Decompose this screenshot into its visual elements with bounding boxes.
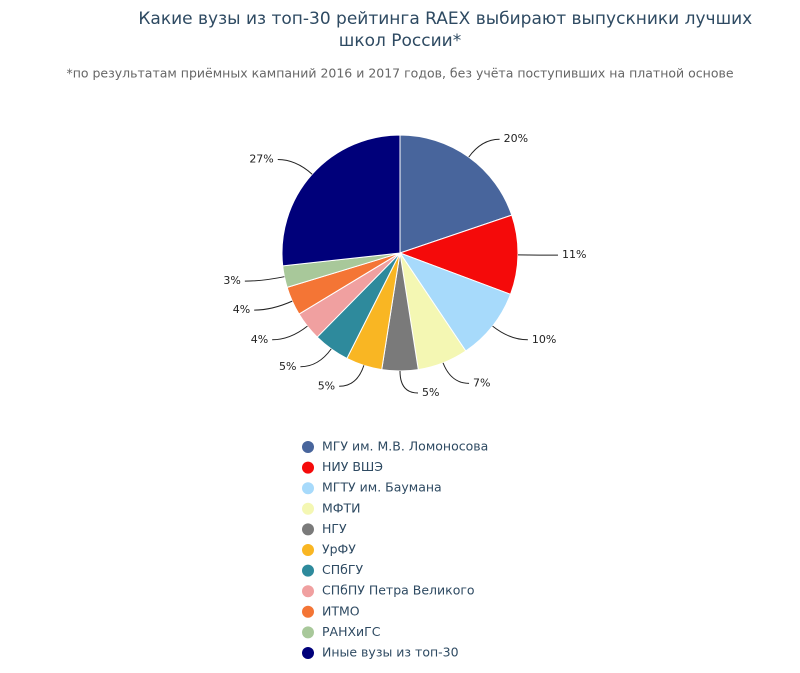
legend-label: Иные вузы из топ-30	[322, 645, 459, 660]
data-label: 5%	[422, 386, 439, 399]
legend-label: УрФУ	[322, 542, 356, 557]
pie-slice	[398, 251, 512, 352]
legend-marker	[302, 564, 314, 577]
data-label: 27%	[249, 153, 273, 166]
leader-line	[254, 300, 293, 311]
legend-marker	[302, 461, 314, 474]
legend-label: СПбГУ	[322, 562, 363, 577]
data-label: 5%	[279, 360, 296, 373]
chart-title: Какие вузы из топ-30 рейтинга RAEX выбир…	[138, 9, 757, 51]
data-label: 7%	[473, 376, 490, 389]
legend-label: МГУ им. М.В. Ломоносова	[322, 439, 488, 454]
data-label: 4%	[251, 333, 268, 346]
chart-subtitle: *по результатам приёмных кампаний 2016 и…	[66, 66, 733, 81]
legend-label: РАНХиГС	[322, 624, 381, 639]
legend-marker	[302, 441, 314, 453]
leader-line	[272, 325, 308, 341]
legend-marker	[302, 605, 314, 618]
pie-slice	[399, 134, 513, 254]
legend-label: НИУ ВШЭ	[322, 459, 383, 474]
data-label: 11%	[562, 248, 586, 261]
legend-label: МГТУ им. Баумана	[322, 480, 442, 495]
data-label: 10%	[532, 333, 556, 346]
leader-line	[339, 365, 365, 387]
leader-line	[300, 348, 332, 368]
chart-title-line: Какие вузы из топ-30 рейтинга RAEX выбир…	[138, 9, 752, 29]
legend-label: НГУ	[322, 521, 347, 536]
leader-line	[442, 362, 470, 384]
leader-line	[244, 276, 285, 282]
legend-marker	[302, 585, 314, 598]
legend-label: СПбПУ Петра Великого	[322, 583, 475, 598]
pie-slice	[398, 214, 519, 295]
leader-line	[492, 325, 528, 341]
data-label: 3%	[223, 274, 240, 287]
legend-marker	[302, 482, 314, 495]
leader-line	[277, 159, 313, 175]
legend-label: МФТИ	[322, 500, 361, 515]
leader-line	[399, 370, 419, 394]
data-label: 20%	[504, 132, 528, 145]
legend-marker	[302, 647, 314, 659]
data-label: 4%	[233, 303, 250, 316]
legend-marker	[302, 523, 314, 536]
legend-label: ИТМО	[322, 603, 360, 618]
pie-slice	[281, 134, 401, 267]
legend-marker	[302, 626, 314, 639]
leader-line	[468, 138, 500, 158]
legend-marker	[302, 502, 314, 515]
chart-title-line: школ России*	[339, 31, 461, 51]
legend-marker	[302, 544, 314, 556]
data-label: 5%	[318, 379, 335, 392]
